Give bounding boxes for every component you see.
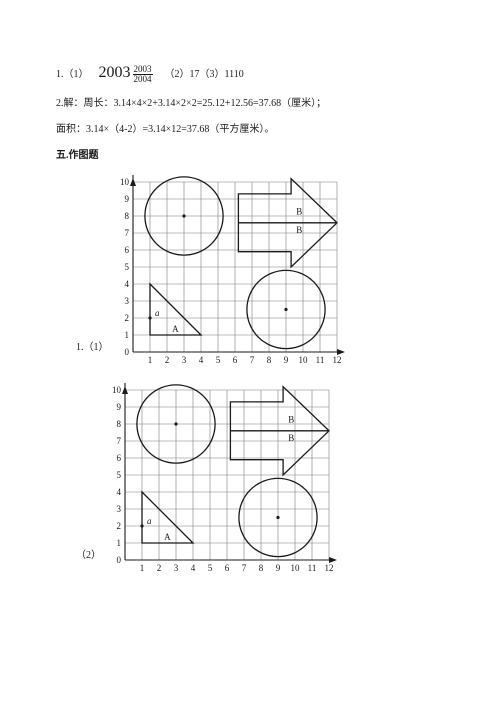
svg-text:1: 1 (117, 538, 122, 548)
svg-text:8: 8 (117, 419, 122, 429)
figure-2-svg: 012345678910123456789101112aABB (107, 380, 339, 574)
svg-text:B: B (288, 414, 294, 424)
svg-text:0: 0 (124, 347, 129, 357)
svg-text:9: 9 (276, 563, 281, 573)
svg-text:10: 10 (112, 385, 122, 395)
figure-1-label: 1.（1） (76, 340, 109, 356)
svg-text:0: 0 (117, 555, 122, 565)
q1-frac-den: 2004 (133, 75, 153, 84)
svg-text:12: 12 (332, 355, 341, 365)
svg-text:10: 10 (291, 563, 301, 573)
svg-text:3: 3 (124, 296, 129, 306)
svg-text:7: 7 (124, 228, 129, 238)
figure-1-svg: 012345678910123456789101112aABB (115, 172, 347, 366)
figure-2-label: （2） (76, 548, 101, 564)
svg-text:3: 3 (174, 563, 179, 573)
svg-text:11: 11 (308, 563, 317, 573)
svg-text:9: 9 (283, 355, 288, 365)
figure-1-wrap: 1.（1） 012345678910123456789101112aABB (76, 172, 440, 366)
svg-text:5: 5 (215, 355, 220, 365)
svg-text:6: 6 (232, 355, 237, 365)
svg-text:11: 11 (315, 355, 324, 365)
svg-text:3: 3 (117, 504, 122, 514)
svg-text:6: 6 (225, 563, 230, 573)
q1-prefix: 1.（1） (56, 69, 89, 80)
figure-2-wrap: （2） 012345678910123456789101112aABB (76, 380, 440, 574)
svg-text:2: 2 (164, 355, 169, 365)
svg-text:5: 5 (124, 262, 129, 272)
svg-text:6: 6 (124, 245, 129, 255)
svg-text:7: 7 (249, 355, 254, 365)
svg-text:9: 9 (124, 194, 129, 204)
q1-rest: （2）17（3）1110 (165, 69, 244, 80)
svg-text:4: 4 (191, 563, 196, 573)
svg-text:2: 2 (117, 521, 122, 531)
answer-line-1: 1.（1） 200320032004 （2）17（3）1110 (56, 60, 440, 86)
svg-text:4: 4 (198, 355, 203, 365)
svg-text:5: 5 (117, 470, 122, 480)
svg-text:2: 2 (157, 563, 162, 573)
svg-text:1: 1 (124, 330, 129, 340)
svg-text:10: 10 (120, 177, 130, 187)
q1-big: 2003 (99, 64, 131, 81)
q1-fraction: 20032004 (133, 65, 153, 84)
svg-text:A: A (164, 532, 171, 542)
svg-text:4: 4 (124, 279, 129, 289)
section-title: 五.作图题 (56, 148, 440, 164)
svg-text:7: 7 (242, 563, 247, 573)
svg-text:10: 10 (298, 355, 308, 365)
svg-text:B: B (288, 433, 294, 443)
svg-text:8: 8 (266, 355, 271, 365)
svg-text:7: 7 (117, 436, 122, 446)
svg-text:9: 9 (117, 402, 122, 412)
answer-line-2b: 面积：3.14×（4-2）=3.14×12=37.68（平方厘米）。 (56, 122, 440, 138)
svg-text:5: 5 (208, 563, 213, 573)
svg-text:a: a (155, 308, 160, 318)
svg-text:a: a (147, 516, 152, 526)
answer-line-2a: 2.解：周长：3.14×4×2+3.14×2×2=25.12+12.56=37.… (56, 96, 440, 112)
svg-text:4: 4 (117, 487, 122, 497)
svg-text:A: A (172, 324, 179, 334)
svg-text:1: 1 (140, 563, 145, 573)
svg-text:1: 1 (147, 355, 152, 365)
svg-text:8: 8 (124, 211, 129, 221)
svg-text:12: 12 (325, 563, 334, 573)
svg-text:3: 3 (181, 355, 186, 365)
svg-text:8: 8 (259, 563, 264, 573)
svg-text:B: B (296, 225, 302, 235)
svg-text:B: B (296, 206, 302, 216)
svg-text:2: 2 (124, 313, 129, 323)
svg-text:6: 6 (117, 453, 122, 463)
